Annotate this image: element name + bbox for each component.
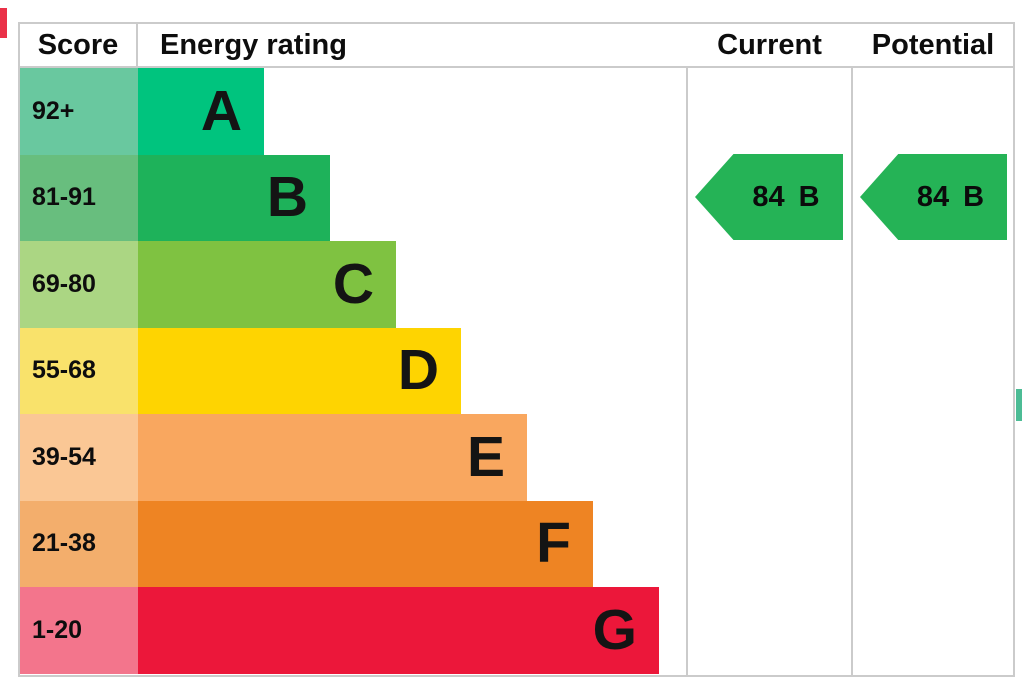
band-row-a: 92+ A — [20, 68, 1013, 155]
band-row-c: 69-80 C — [20, 241, 1013, 328]
score-cell-c: 69-80 — [20, 241, 138, 328]
grade-letter-c: C — [332, 251, 374, 316]
score-column-header: Score — [20, 24, 138, 66]
score-range-a: 92+ — [32, 96, 75, 125]
rating-bar-g: G — [138, 587, 659, 674]
score-range-c: 69-80 — [32, 269, 96, 298]
score-cell-b: 81-91 — [20, 154, 138, 241]
rating-bar-b: B — [138, 154, 330, 241]
grade-letter-a: A — [200, 78, 242, 143]
grade-letter-d: D — [397, 338, 439, 403]
grade-letter-f: F — [536, 511, 571, 576]
epc-table: Score Energy rating Current Potential 92… — [18, 22, 1015, 677]
band-row-e: 39-54 E — [20, 414, 1013, 501]
score-range-f: 21-38 — [32, 529, 96, 558]
band-row-g: 1-20 G — [20, 587, 1013, 674]
energy-rating-column-header: Energy rating — [160, 28, 347, 61]
potential-rating-score: 84 — [916, 180, 950, 213]
potential-column-divider — [851, 24, 853, 675]
grade-letter-b: B — [266, 165, 308, 230]
rating-bar-c: C — [138, 241, 396, 328]
potential-column-header: Potential — [871, 28, 995, 61]
rating-bar-f: F — [138, 500, 593, 587]
right-edge-green-sliver — [1016, 389, 1022, 421]
current-rating-score: 84 — [752, 180, 785, 213]
grade-letter-g: G — [592, 597, 637, 662]
score-range-g: 1-20 — [32, 615, 83, 644]
rating-bar-d: D — [138, 327, 461, 414]
band-row-d: 55-68 D — [20, 327, 1013, 414]
current-column-header: Current — [717, 28, 822, 61]
band-row-b: 81-91 B — [20, 154, 1013, 241]
score-cell-e: 39-54 — [20, 414, 138, 501]
rating-bar-a: A — [138, 68, 264, 155]
score-cell-d: 55-68 — [20, 327, 138, 414]
table-header-row: Score Energy rating Current Potential — [20, 24, 1013, 68]
score-range-b: 81-91 — [32, 183, 96, 212]
rating-bar-e: E — [138, 414, 527, 501]
score-cell-a: 92+ — [20, 68, 138, 155]
score-cell-g: 1-20 — [20, 587, 138, 674]
grade-letter-e: E — [466, 424, 505, 489]
score-cell-f: 21-38 — [20, 500, 138, 587]
score-range-e: 39-54 — [32, 442, 96, 471]
potential-rating-grade: B — [963, 180, 985, 213]
left-edge-red-sliver — [0, 8, 7, 38]
band-row-f: 21-38 F — [20, 500, 1013, 587]
band-rows: 92+ A 81-91 B 69-80 C — [20, 68, 1013, 674]
current-rating-grade: B — [798, 180, 820, 213]
current-column-divider — [686, 24, 688, 675]
score-range-d: 55-68 — [32, 356, 96, 385]
